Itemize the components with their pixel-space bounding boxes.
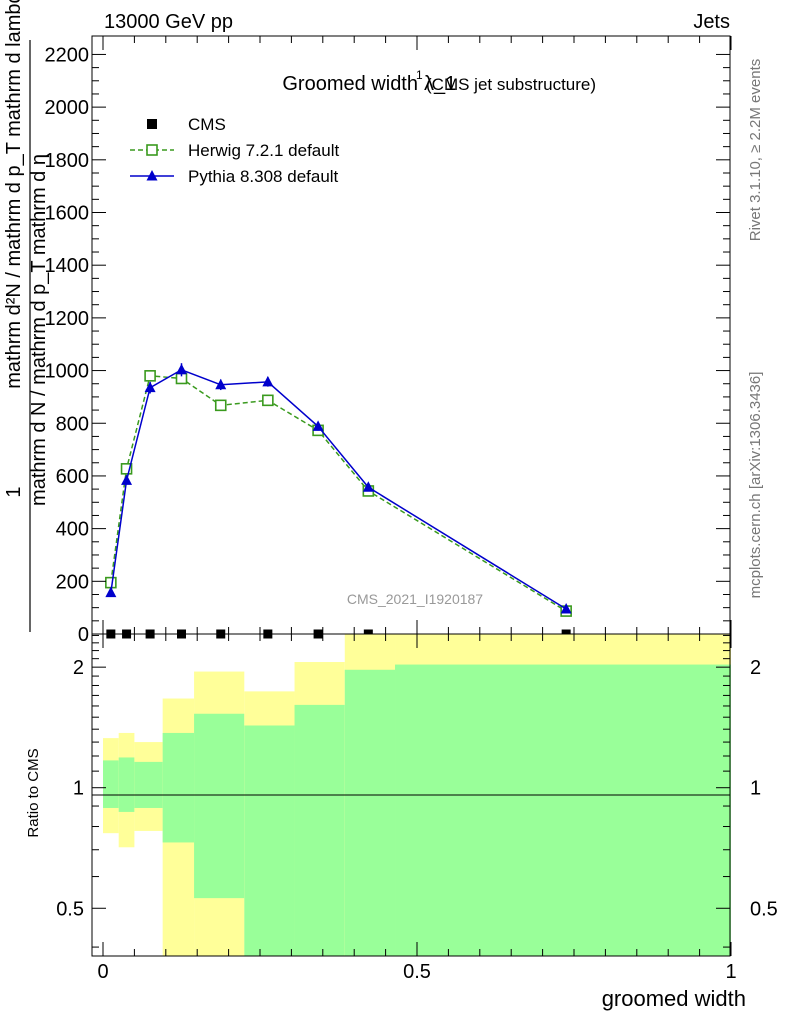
chart-subtitle: (CMS jet substructure) [426, 75, 596, 94]
x-tick-label: 0 [97, 961, 108, 983]
ratio-y-tick-label: 2 [73, 657, 84, 679]
data-point [214, 399, 227, 412]
y-label-denominator: mathrm d N / mathrm d p_T mathrm d η [28, 154, 50, 506]
data-point [262, 394, 274, 407]
ratio-inner-band [162, 732, 195, 843]
chart-title-superscript: 1 [416, 68, 423, 82]
legend-item: CMS [147, 115, 226, 134]
legend-item: Herwig 7.2.1 default [130, 141, 339, 160]
data-point [105, 586, 117, 598]
header-right: Jets [693, 11, 730, 33]
data-point [362, 481, 374, 492]
series-herwig [105, 370, 572, 617]
series-line [110, 375, 567, 612]
y-tick-label: 1800 [45, 150, 90, 172]
y-tick-label: 200 [56, 571, 89, 593]
main-plot-content [105, 363, 572, 639]
series-line [110, 368, 567, 610]
x-tick-label: 1 [725, 961, 736, 983]
ratio-y-tick-label-right: 0.5 [750, 898, 778, 920]
ratio-y-tick-label-right: 2 [750, 657, 761, 679]
legend-marker [147, 119, 157, 129]
y-tick-label: 1200 [45, 308, 90, 330]
data-point [560, 602, 572, 614]
chart-title-symbol: λ_1 [424, 73, 456, 95]
ratio-y-axis: 0.5 0.5 1 1 2 2 [56, 634, 778, 948]
data-point [312, 420, 324, 431]
legend-label: CMS [188, 115, 226, 134]
legend-marker [146, 170, 158, 181]
ratio-inner-band [395, 664, 731, 956]
ratio-inner-band [344, 669, 396, 956]
data-point [144, 381, 156, 393]
ratio-x-axis: 0 0.5 1 [97, 36, 737, 983]
chart-title: Groomed width [282, 73, 418, 95]
x-tick-label: 0.5 [403, 961, 431, 983]
ratio-bands [103, 634, 731, 956]
legend-label: Pythia 8.308 default [188, 167, 339, 186]
y-tick-label: 1000 [45, 361, 90, 383]
y-tick-label: 2000 [45, 97, 90, 119]
y-tick-label: 1600 [45, 203, 90, 225]
ratio-y-tick-label: 0.5 [56, 898, 84, 920]
data-point [121, 474, 133, 485]
analysis-watermark: CMS_2021_I1920187 [347, 591, 483, 607]
data-point [215, 378, 227, 390]
main-y-axis-label: 1 mathrm d N / mathrm d p_T mathrm d η m… [3, 0, 50, 632]
header-left: 13000 GeV pp [104, 11, 233, 33]
ratio-y-tick-label-right: 1 [750, 778, 761, 800]
ratio-inner-band [194, 713, 245, 899]
data-point [144, 370, 156, 382]
legend-marker [146, 144, 158, 156]
main-panel: 0 200 400 600 800 1000 1200 1400 1600 1800 2000 220… [45, 35, 731, 646]
y-tick-label: 0 [78, 624, 89, 646]
ratio-inner-band [294, 704, 345, 956]
mcplots-text: mcplots.cern.ch [arXiv:1306.3436] [747, 372, 764, 599]
y-tick-label: 1400 [45, 255, 90, 277]
data-point [262, 375, 274, 387]
y-tick-label: 600 [56, 466, 89, 488]
data-point [120, 463, 133, 475]
y-tick-label: 400 [56, 519, 89, 541]
data-point [105, 576, 117, 589]
x-axis-label: groomed width [602, 986, 746, 1011]
legend-label: Herwig 7.2.1 default [188, 141, 339, 160]
y-label-inner-fraction: mathrm d²N / mathrm d p_T mathrm d lambd… [3, 0, 25, 389]
ratio-y-tick-label: 1 [73, 778, 84, 800]
ratio-panel: 0.5 0.51 12 2 0 0.5 1 [56, 36, 778, 983]
legend-item: Pythia 8.308 default [130, 167, 339, 186]
y-label-numerator: 1 [3, 486, 25, 497]
y-tick-label: 800 [56, 413, 89, 435]
ratio-frame [91, 633, 731, 957]
series-pythia [105, 363, 572, 614]
ratio-inner-band [134, 761, 163, 808]
ratio-y-label: Ratio to CMS [25, 748, 42, 837]
data-point [176, 363, 187, 375]
main-y-axis: 0 200 400 600 800 1000 1200 1400 1600 1800 2000 220… [45, 44, 730, 646]
ratio-inner-band [118, 757, 135, 812]
rivet-version-text: Rivet 3.1.10, ≥ 2.2M events [747, 59, 764, 242]
ratio-inner-band [103, 760, 119, 808]
legend: CMS Herwig 7.2.1 default Pythia 8.308 defa… [130, 115, 339, 186]
ratio-inner-band [244, 725, 295, 956]
y-tick-label: 2200 [45, 44, 90, 66]
